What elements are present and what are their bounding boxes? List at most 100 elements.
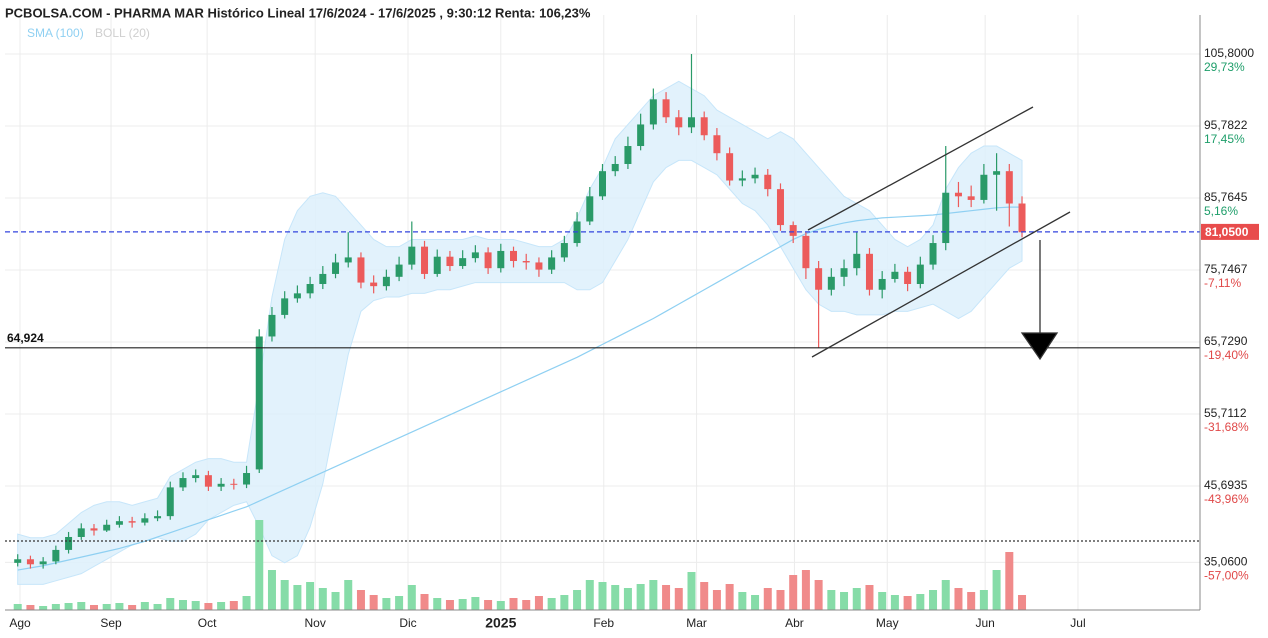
volume-bar [687,572,696,610]
legend-entry: SMA (100) [27,26,84,40]
y-tick-change: -19,40% [1204,348,1249,362]
candle-body [637,124,645,147]
volume-bar [598,582,607,610]
candle-body [408,246,416,265]
volume-bar [115,603,124,610]
candle-body [26,559,34,565]
x-tick-label: Nov [305,616,326,630]
volume-bar [827,590,836,610]
candle-body [103,524,111,531]
volume-bar [712,590,721,610]
volume-bar [369,595,378,610]
candle-body [255,336,263,470]
candles [14,54,1026,569]
volume-bar [509,598,518,610]
x-tick-label: Oct [198,616,217,630]
volume-bar [534,596,543,610]
candle-body [52,549,60,562]
candle-body [1005,171,1013,204]
candle-body [967,196,975,200]
volume-bar [636,584,645,610]
candle-body [751,174,759,179]
candle-body [802,235,810,269]
volume-bar [306,582,315,610]
x-tick-label: May [876,616,899,630]
volume-bar [445,600,454,610]
candle-body [446,256,454,267]
candle-body [484,252,492,269]
x-tick-label: Feb [593,616,614,630]
volume-bar [267,570,276,610]
volume-bar [763,588,772,610]
volume-bar [967,592,976,610]
volume-bar [547,598,556,610]
volume-bar [814,580,823,610]
x-tick-label: 2025 [485,615,516,631]
candle-body [586,196,594,222]
volume-bar [255,520,264,610]
volume-bar [878,592,887,610]
volume-bar [852,588,861,610]
volume-bar [39,606,48,610]
candle-body [776,189,784,226]
channel-drawing [807,106,1071,361]
volume-bar [433,598,442,610]
volume-bar [496,601,505,610]
volume-bar [776,590,785,610]
volume-bar [77,602,86,610]
candle-body [357,257,365,283]
candle-body [179,478,187,488]
candle-body [865,253,873,290]
volume-bar [293,585,302,610]
y-tick-change: 29,73% [1204,60,1245,74]
volume-bar [801,570,810,610]
candle-body [878,278,886,290]
volume-bar [1018,595,1027,610]
volume-bar [941,580,950,610]
candle-body [993,171,1001,175]
volume-bar [725,584,734,610]
candle-body [90,528,98,531]
volume-bar [166,598,175,610]
x-tick-label: Jun [975,616,994,630]
volume-bar [1005,552,1014,610]
price-tag-label: 81,0500 [1205,225,1249,239]
volume-bar [458,599,467,610]
volume-bar [903,596,912,610]
volume-bar [395,596,404,610]
candle-body [192,475,200,479]
volume-bar [674,588,683,610]
volume-bar [865,585,874,610]
volume-bar [700,582,709,610]
candle-body [204,475,212,487]
volume-bar [153,604,162,610]
volume-bar [242,596,251,610]
candle-body [916,264,924,285]
candle-body [904,271,912,285]
candle-body [649,99,657,125]
y-tick-change: 17,45% [1204,132,1245,146]
volume-bar [229,601,238,610]
candle-body [535,262,543,270]
candle-body [77,528,85,537]
candle-body [611,163,619,172]
candle-body [14,559,22,563]
target-arrow-head [1020,332,1059,361]
volume-bar [356,590,365,610]
x-tick-label: Abr [785,616,804,630]
candle-body [395,264,403,277]
candle-body [662,99,670,118]
candle-body [1018,203,1026,233]
volume-bar [204,603,213,610]
candle-body [115,521,123,525]
candle-body [421,246,429,274]
volume-bar [420,594,429,610]
volume-bar [751,595,760,610]
candle-body [840,268,848,277]
candle-body [382,276,390,287]
volume-bar [890,595,899,610]
volume-bar [344,580,353,610]
candle-body [65,536,73,550]
candle-body [675,117,683,128]
